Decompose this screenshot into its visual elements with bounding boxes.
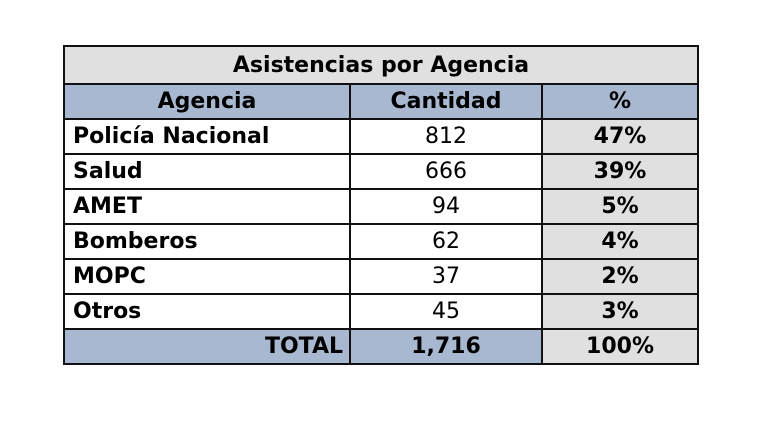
agency-name: Policía Nacional bbox=[63, 118, 351, 155]
agency-percent: 2% bbox=[540, 258, 700, 295]
agency-quantity: 62 bbox=[349, 223, 543, 260]
agency-name: MOPC bbox=[63, 258, 351, 295]
agency-table-container: Asistencias por Agencia Agencia Cantidad… bbox=[62, 45, 700, 365]
table-title: Asistencias por Agencia bbox=[62, 45, 700, 85]
table-row: MOPC 37 2% bbox=[63, 258, 700, 295]
title-row: Asistencias por Agencia bbox=[62, 45, 700, 85]
total-percent: 100% bbox=[540, 328, 700, 365]
agency-table: Asistencias por Agencia Agencia Cantidad… bbox=[62, 45, 700, 365]
agency-percent: 47% bbox=[540, 118, 700, 155]
agency-quantity: 37 bbox=[349, 258, 543, 295]
table-row: Salud 666 39% bbox=[63, 153, 700, 190]
agency-percent: 4% bbox=[540, 223, 700, 260]
column-header-cantidad: Cantidad bbox=[349, 83, 543, 120]
table-row: AMET 94 5% bbox=[63, 188, 700, 225]
total-row: TOTAL 1,716 100% bbox=[63, 328, 700, 365]
agency-percent: 5% bbox=[540, 188, 700, 225]
agency-percent: 3% bbox=[540, 293, 700, 330]
column-header-agencia: Agencia bbox=[63, 83, 351, 120]
agency-quantity: 94 bbox=[349, 188, 543, 225]
agency-name: Otros bbox=[63, 293, 351, 330]
agency-quantity: 666 bbox=[349, 153, 543, 190]
agency-percent: 39% bbox=[540, 153, 700, 190]
agency-quantity: 812 bbox=[349, 118, 543, 155]
agency-name: Bomberos bbox=[63, 223, 351, 260]
table-row: Policía Nacional 812 47% bbox=[63, 118, 700, 155]
agency-quantity: 45 bbox=[349, 293, 543, 330]
agency-name: Salud bbox=[63, 153, 351, 190]
total-quantity: 1,716 bbox=[349, 328, 543, 365]
total-label: TOTAL bbox=[63, 328, 351, 365]
header-row: Agencia Cantidad % bbox=[63, 83, 700, 120]
column-header-percent: % bbox=[540, 83, 700, 120]
table-row: Bomberos 62 4% bbox=[63, 223, 700, 260]
agency-name: AMET bbox=[63, 188, 351, 225]
table-row: Otros 45 3% bbox=[63, 293, 700, 330]
